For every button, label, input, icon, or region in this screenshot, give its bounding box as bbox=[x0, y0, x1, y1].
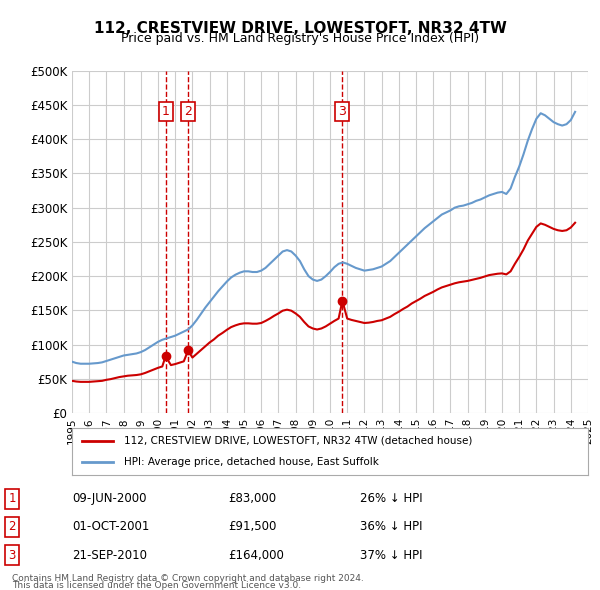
Text: 112, CRESTVIEW DRIVE, LOWESTOFT, NR32 4TW (detached house): 112, CRESTVIEW DRIVE, LOWESTOFT, NR32 4T… bbox=[124, 436, 472, 446]
Text: 01-OCT-2001: 01-OCT-2001 bbox=[72, 520, 149, 533]
Text: 09-JUN-2000: 09-JUN-2000 bbox=[72, 492, 146, 505]
Text: 112, CRESTVIEW DRIVE, LOWESTOFT, NR32 4TW: 112, CRESTVIEW DRIVE, LOWESTOFT, NR32 4T… bbox=[94, 21, 506, 35]
Text: HPI: Average price, detached house, East Suffolk: HPI: Average price, detached house, East… bbox=[124, 457, 379, 467]
Text: 3: 3 bbox=[338, 106, 346, 119]
Text: 21-SEP-2010: 21-SEP-2010 bbox=[72, 549, 147, 562]
Text: 1: 1 bbox=[8, 492, 16, 505]
Text: 1: 1 bbox=[161, 106, 170, 119]
Text: 2: 2 bbox=[8, 520, 16, 533]
Text: 26% ↓ HPI: 26% ↓ HPI bbox=[360, 492, 422, 505]
Text: 2: 2 bbox=[184, 106, 192, 119]
Text: £164,000: £164,000 bbox=[228, 549, 284, 562]
Text: 37% ↓ HPI: 37% ↓ HPI bbox=[360, 549, 422, 562]
Text: 36% ↓ HPI: 36% ↓ HPI bbox=[360, 520, 422, 533]
Text: £83,000: £83,000 bbox=[228, 492, 276, 505]
Text: 3: 3 bbox=[8, 549, 16, 562]
Text: £91,500: £91,500 bbox=[228, 520, 277, 533]
Text: This data is licensed under the Open Government Licence v3.0.: This data is licensed under the Open Gov… bbox=[12, 581, 301, 590]
Text: Contains HM Land Registry data © Crown copyright and database right 2024.: Contains HM Land Registry data © Crown c… bbox=[12, 574, 364, 583]
Text: Price paid vs. HM Land Registry's House Price Index (HPI): Price paid vs. HM Land Registry's House … bbox=[121, 32, 479, 45]
